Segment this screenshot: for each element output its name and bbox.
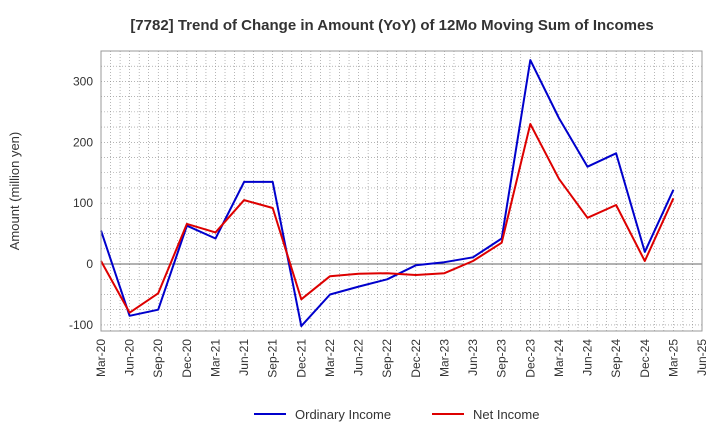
x-tick-label: Jun-23 bbox=[466, 339, 480, 376]
y-tick-label: -100 bbox=[69, 318, 93, 332]
y-tick-label: 300 bbox=[73, 74, 93, 88]
x-tick-label: Sep-23 bbox=[495, 339, 509, 378]
x-tick-label: Jun-21 bbox=[237, 339, 251, 376]
x-tick-labels: Mar-20 Jun-20 Sep-20 Dec-20 Mar-21 Jun-21 Sep-… bbox=[94, 339, 709, 378]
y-tick-label: 200 bbox=[73, 135, 93, 149]
y-axis-label: Amount (million yen) bbox=[7, 132, 22, 251]
x-tick-label: Mar-22 bbox=[323, 339, 337, 377]
legend: Ordinary Income Net Income bbox=[254, 407, 539, 422]
legend-label: Net Income bbox=[473, 407, 539, 422]
x-tick-label: Mar-21 bbox=[208, 339, 222, 377]
x-tick-label: Dec-23 bbox=[523, 339, 537, 378]
series-lines bbox=[100, 59, 675, 328]
x-tick-label: Dec-21 bbox=[294, 339, 308, 378]
x-tick-label: Jun-25 bbox=[695, 339, 709, 376]
x-tick-label: Mar-20 bbox=[94, 339, 108, 377]
x-tick-label: Dec-22 bbox=[409, 339, 423, 378]
x-tick-label: Mar-25 bbox=[666, 339, 680, 377]
x-tick-label: Mar-23 bbox=[437, 339, 451, 377]
y-tick-label: 100 bbox=[73, 196, 93, 210]
x-tick-label: Sep-24 bbox=[609, 339, 623, 378]
x-tick-label: Mar-24 bbox=[552, 339, 566, 377]
y-tick-labels: -100 0 100 200 300 bbox=[69, 74, 93, 331]
x-tick-label: Jun-24 bbox=[581, 339, 595, 376]
series-line-ordinary-income bbox=[100, 59, 675, 328]
x-tick-label: Dec-24 bbox=[638, 339, 652, 378]
x-tick-label: Jun-22 bbox=[352, 339, 366, 376]
x-tick-label: Sep-21 bbox=[266, 339, 280, 378]
x-tick-label: Sep-22 bbox=[380, 339, 394, 378]
plot-frame bbox=[100, 50, 703, 332]
y-tick-label: 0 bbox=[86, 257, 93, 271]
series-line-net-income bbox=[100, 123, 675, 314]
grid bbox=[101, 50, 702, 331]
x-tick-label: Sep-20 bbox=[151, 339, 165, 378]
legend-label: Ordinary Income bbox=[295, 407, 391, 422]
chart-title: [7782] Trend of Change in Amount (YoY) o… bbox=[130, 17, 653, 34]
x-tick-label: Dec-20 bbox=[180, 339, 194, 378]
x-tick-label: Jun-20 bbox=[123, 339, 137, 376]
